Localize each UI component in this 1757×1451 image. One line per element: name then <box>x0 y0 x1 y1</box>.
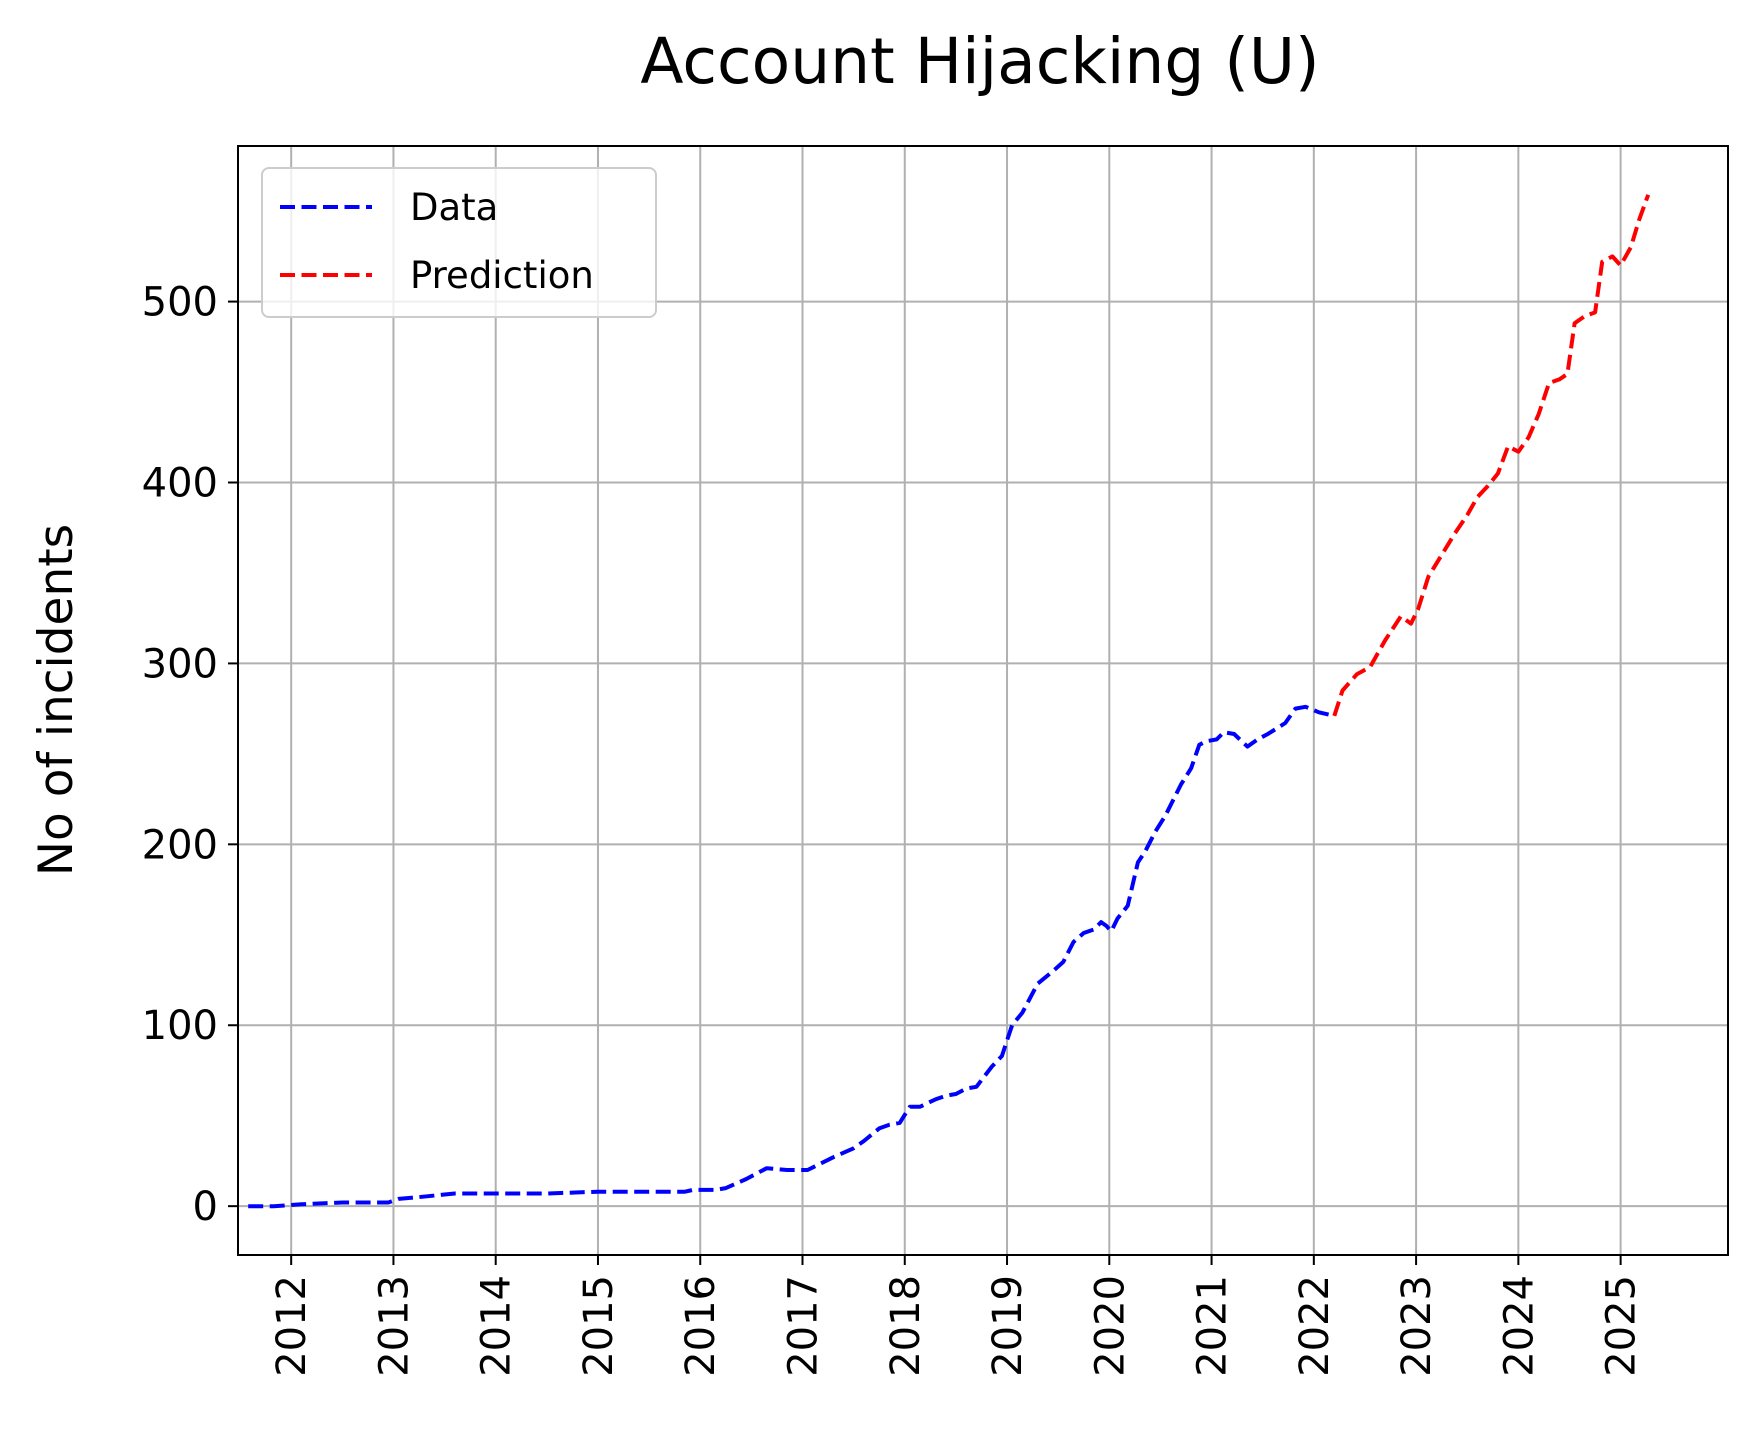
y-tick-label: 100 <box>142 1003 218 1049</box>
y-tick-label: 200 <box>142 822 218 868</box>
x-tick-label: 2022 <box>1292 1275 1338 1377</box>
plot-area <box>237 145 1729 1256</box>
x-tick-label: 2024 <box>1496 1275 1542 1377</box>
series-lines <box>248 194 1651 1209</box>
x-tick-label: 2023 <box>1394 1275 1440 1377</box>
y-tick-label: 400 <box>142 460 218 506</box>
x-tick-label: 2012 <box>269 1275 315 1377</box>
x-tick-label: 2014 <box>474 1275 520 1377</box>
legend: Data Prediction <box>261 167 657 318</box>
grid <box>238 146 1728 1255</box>
x-tick-label: 2018 <box>883 1275 929 1377</box>
y-tick-label: 500 <box>142 280 218 326</box>
legend-label-prediction: Prediction <box>410 254 594 297</box>
legend-label-data: Data <box>410 186 498 229</box>
y-axis-label: No of incidents <box>29 524 84 876</box>
series-line-data <box>248 704 1335 1209</box>
x-tick-label: 2016 <box>678 1275 724 1377</box>
x-tick-label: 2015 <box>576 1275 622 1377</box>
y-tick-label: 0 <box>193 1184 218 1230</box>
x-tick-label: 2020 <box>1087 1275 1133 1377</box>
legend-box <box>261 167 657 318</box>
x-tick-label: 2017 <box>781 1275 827 1377</box>
x-tick-label: 2013 <box>371 1275 417 1377</box>
axis-ticks: 2012 2013 2014 2015 2016 2017 2018 2019 2020 2021… <box>142 280 1645 1377</box>
x-tick-label: 2021 <box>1190 1275 1236 1377</box>
x-tick-label: 2019 <box>985 1275 1031 1377</box>
y-tick-label: 300 <box>142 641 218 687</box>
series-line-prediction <box>1332 194 1651 717</box>
chart-title: Account Hijacking (U) <box>640 25 1319 98</box>
x-tick-label: 2025 <box>1599 1275 1645 1377</box>
